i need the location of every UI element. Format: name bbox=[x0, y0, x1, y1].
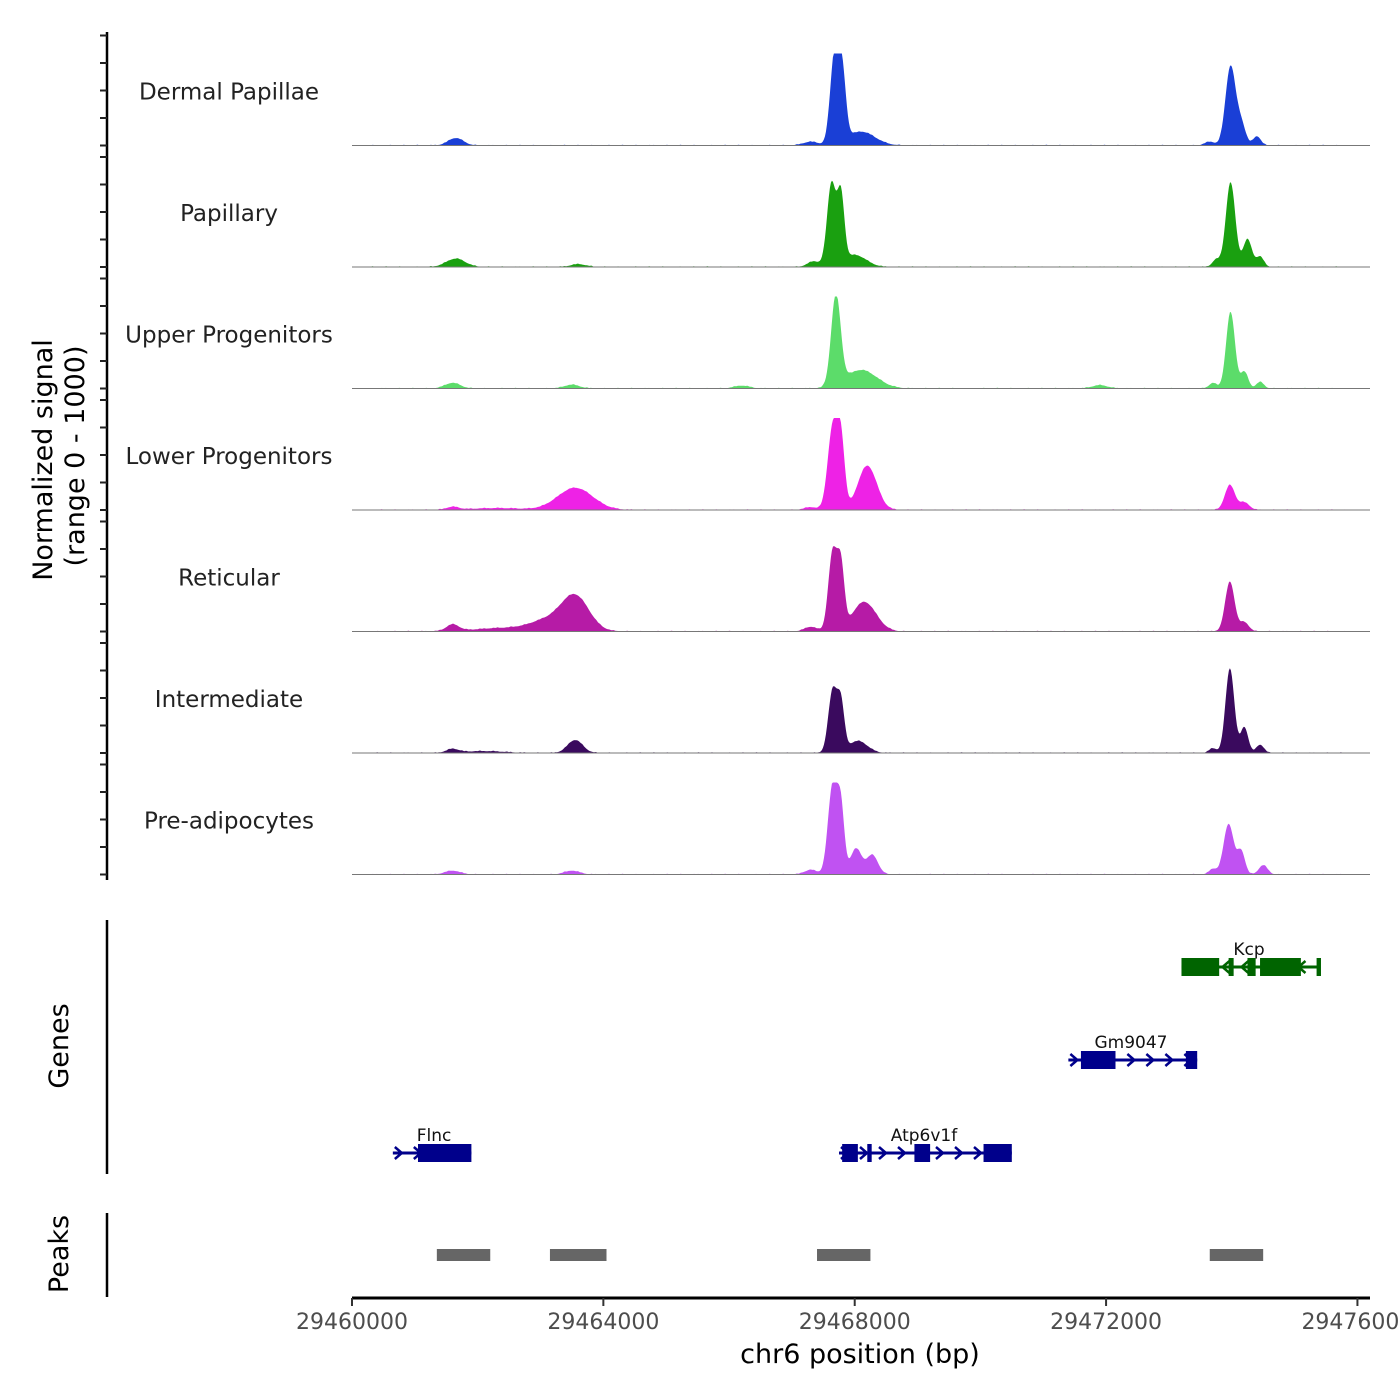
strand-chevron bbox=[1145, 1053, 1156, 1067]
peak-region bbox=[1209, 1249, 1264, 1261]
strand-chevron bbox=[1069, 1053, 1080, 1067]
x-tick-label: 29468000 bbox=[799, 1310, 911, 1335]
gene-gm9047: Gm9047 bbox=[1068, 1033, 1198, 1069]
gene-kcp: Kcp bbox=[1181, 940, 1321, 976]
x-tick-label: 29464000 bbox=[547, 1310, 659, 1335]
exon bbox=[1316, 958, 1321, 976]
x-tick-label: 29476000 bbox=[1301, 1310, 1400, 1335]
exon bbox=[1181, 958, 1220, 976]
exon bbox=[1247, 958, 1256, 976]
track-upper-progenitors: Upper Progenitors bbox=[125, 296, 1370, 389]
strand-chevron bbox=[394, 1146, 404, 1160]
exon bbox=[914, 1144, 931, 1162]
strand-chevron bbox=[1164, 1053, 1175, 1067]
signal-area bbox=[352, 546, 1345, 632]
exon bbox=[1260, 958, 1301, 976]
track-pre-adipocytes: Pre-adipocytes bbox=[144, 782, 1370, 875]
signal-area bbox=[352, 668, 1345, 753]
track-label: Intermediate bbox=[155, 687, 303, 713]
x-axis-label: chr6 position (bp) bbox=[740, 1339, 980, 1370]
exon bbox=[867, 1144, 872, 1162]
strand-chevron bbox=[1126, 1053, 1137, 1067]
genes-panel: Kcp Gm9047 Flnc Atp6v1f bbox=[392, 940, 1321, 1162]
strand-chevron bbox=[859, 1146, 869, 1160]
peak-region bbox=[817, 1249, 871, 1261]
exon bbox=[1185, 1051, 1198, 1069]
track-lower-progenitors: Lower Progenitors bbox=[126, 418, 1370, 511]
signal-area bbox=[352, 296, 1345, 389]
track-papillary: Papillary bbox=[180, 180, 1370, 268]
track-reticular: Reticular bbox=[178, 546, 1370, 632]
gene-label: Flnc bbox=[417, 1126, 452, 1146]
gene-label: Atp6v1f bbox=[891, 1126, 958, 1146]
gene-flnc: Flnc bbox=[392, 1126, 472, 1162]
gene-atp6v1f: Atp6v1f bbox=[839, 1126, 1012, 1162]
track-label: Reticular bbox=[178, 566, 280, 592]
exon bbox=[983, 1144, 1012, 1162]
peak-region bbox=[436, 1249, 491, 1261]
strand-chevron bbox=[935, 1146, 945, 1160]
peaks-panel-label: Peaks bbox=[44, 1215, 75, 1293]
x-axis-ticks: 29460000 29464000 29468000 29472000 29476000 bbox=[296, 1298, 1400, 1335]
signal-area bbox=[352, 418, 1345, 510]
peaks-panel bbox=[436, 1249, 1264, 1261]
strand-chevron bbox=[1239, 960, 1250, 974]
track-dermal-papillae: Dermal Papillae bbox=[139, 53, 1370, 146]
exon bbox=[842, 1144, 858, 1162]
strand-chevron bbox=[878, 1146, 888, 1160]
track-label: Papillary bbox=[180, 201, 278, 227]
track-label: Upper Progenitors bbox=[125, 323, 333, 349]
gene-label: Kcp bbox=[1233, 940, 1264, 960]
track-intermediate: Intermediate bbox=[155, 668, 1370, 754]
strand-chevron bbox=[954, 1146, 964, 1160]
genes-panel-label: Genes bbox=[44, 1003, 75, 1088]
signal-panel: Dermal Papillae Papillary Upper Progenitor… bbox=[125, 53, 1370, 875]
x-tick-label: 29472000 bbox=[1050, 1310, 1162, 1335]
signal-area bbox=[352, 782, 1345, 875]
gene-label: Gm9047 bbox=[1095, 1033, 1168, 1053]
y-axis-label-line1: Normalized signal bbox=[28, 339, 59, 581]
signal-y-axis-ticks bbox=[100, 34, 107, 876]
signal-area bbox=[352, 53, 1345, 146]
strand-chevron bbox=[897, 1146, 907, 1160]
signal-area bbox=[352, 180, 1345, 267]
y-axis-label-line2: (range 0 - 1000) bbox=[60, 346, 91, 567]
track-label: Pre-adipocytes bbox=[144, 809, 314, 835]
exon bbox=[1228, 958, 1234, 976]
strand-chevron bbox=[973, 1146, 983, 1160]
strand-chevron bbox=[1220, 960, 1231, 974]
exon bbox=[417, 1144, 472, 1162]
track-label: Dermal Papillae bbox=[139, 80, 319, 106]
exon bbox=[1080, 1051, 1116, 1069]
track-label: Lower Progenitors bbox=[126, 444, 333, 470]
x-tick-label: 29460000 bbox=[296, 1310, 408, 1335]
peak-region bbox=[549, 1249, 607, 1261]
